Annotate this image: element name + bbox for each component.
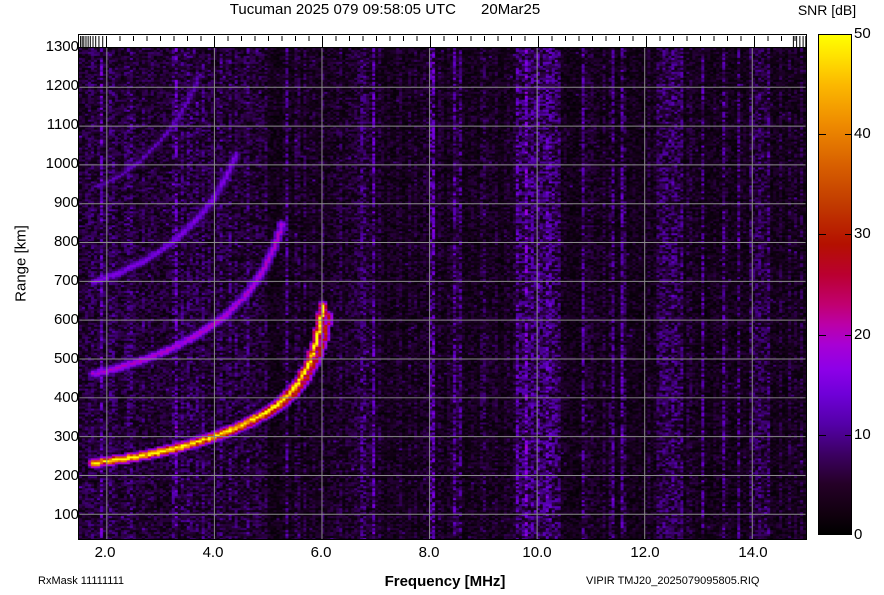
x-tick-label: 12.0 <box>630 544 660 561</box>
page-title: Tucuman 2025 079 09:58:05 UTC 20Mar25 <box>229 1 541 18</box>
ionogram-canvas <box>79 35 806 539</box>
colorbar-tick-label: 30 <box>854 225 871 243</box>
y-tick-label: 100 <box>53 505 79 523</box>
colorbar-tick-mark <box>845 334 852 336</box>
y-tick-label: 600 <box>53 310 79 328</box>
colorbar-tick-mark <box>819 334 826 336</box>
top-tick-marks <box>80 36 806 47</box>
y-tick-label: 800 <box>53 232 79 250</box>
y-tick-label: 1200 <box>45 76 79 94</box>
x-tick-label: 6.0 <box>310 544 332 561</box>
x-tick-label: 10.0 <box>522 544 552 561</box>
colorbar-tick-label: 20 <box>854 325 871 343</box>
x-tick-label: 8.0 <box>418 544 440 561</box>
colorbar-tick-mark <box>845 234 852 236</box>
colorbar-tick-label: 40 <box>854 125 871 143</box>
colorbar-tick-mark <box>845 434 852 436</box>
y-tick-label: 1300 <box>45 38 79 55</box>
y-tick-label: 1000 <box>45 154 79 172</box>
x-tick-label: 2.0 <box>94 544 116 561</box>
y-tick-label: 300 <box>53 427 79 445</box>
y-tick-label: 500 <box>53 349 79 367</box>
colorbar-tick-label: 0 <box>854 526 863 543</box>
y-tick-label: 900 <box>53 193 79 211</box>
x-axis-label: Frequency [MHz] <box>384 573 506 590</box>
vipir-file-footer: VIPIR TMJ20_2025079095805.RIQ <box>586 575 760 587</box>
colorbar-tick-mark <box>819 434 826 436</box>
x-tick-label: 4.0 <box>202 544 224 561</box>
rxmask-footer: RxMask 11111111 <box>38 575 125 587</box>
snr-colorbar[interactable] <box>818 34 852 535</box>
y-tick-label: 200 <box>53 466 79 484</box>
y-axis-label: Range [km] <box>12 225 30 302</box>
colorbar-tick-mark <box>819 134 826 136</box>
top-tick-strip <box>79 35 806 48</box>
y-tick-label: 400 <box>53 388 79 406</box>
colorbar-tick-mark <box>845 134 852 136</box>
y-tick-label: 1100 <box>46 115 79 133</box>
colorbar-tick-mark <box>819 234 826 236</box>
colorbar-tick-label: 50 <box>854 25 871 42</box>
ionogram-plot[interactable] <box>78 34 807 540</box>
y-tick-label: 700 <box>53 271 79 289</box>
colorbar-tick-label: 10 <box>854 425 871 443</box>
colorbar-title: SNR [dB] <box>797 2 857 18</box>
x-tick-label: 14.0 <box>738 544 768 561</box>
